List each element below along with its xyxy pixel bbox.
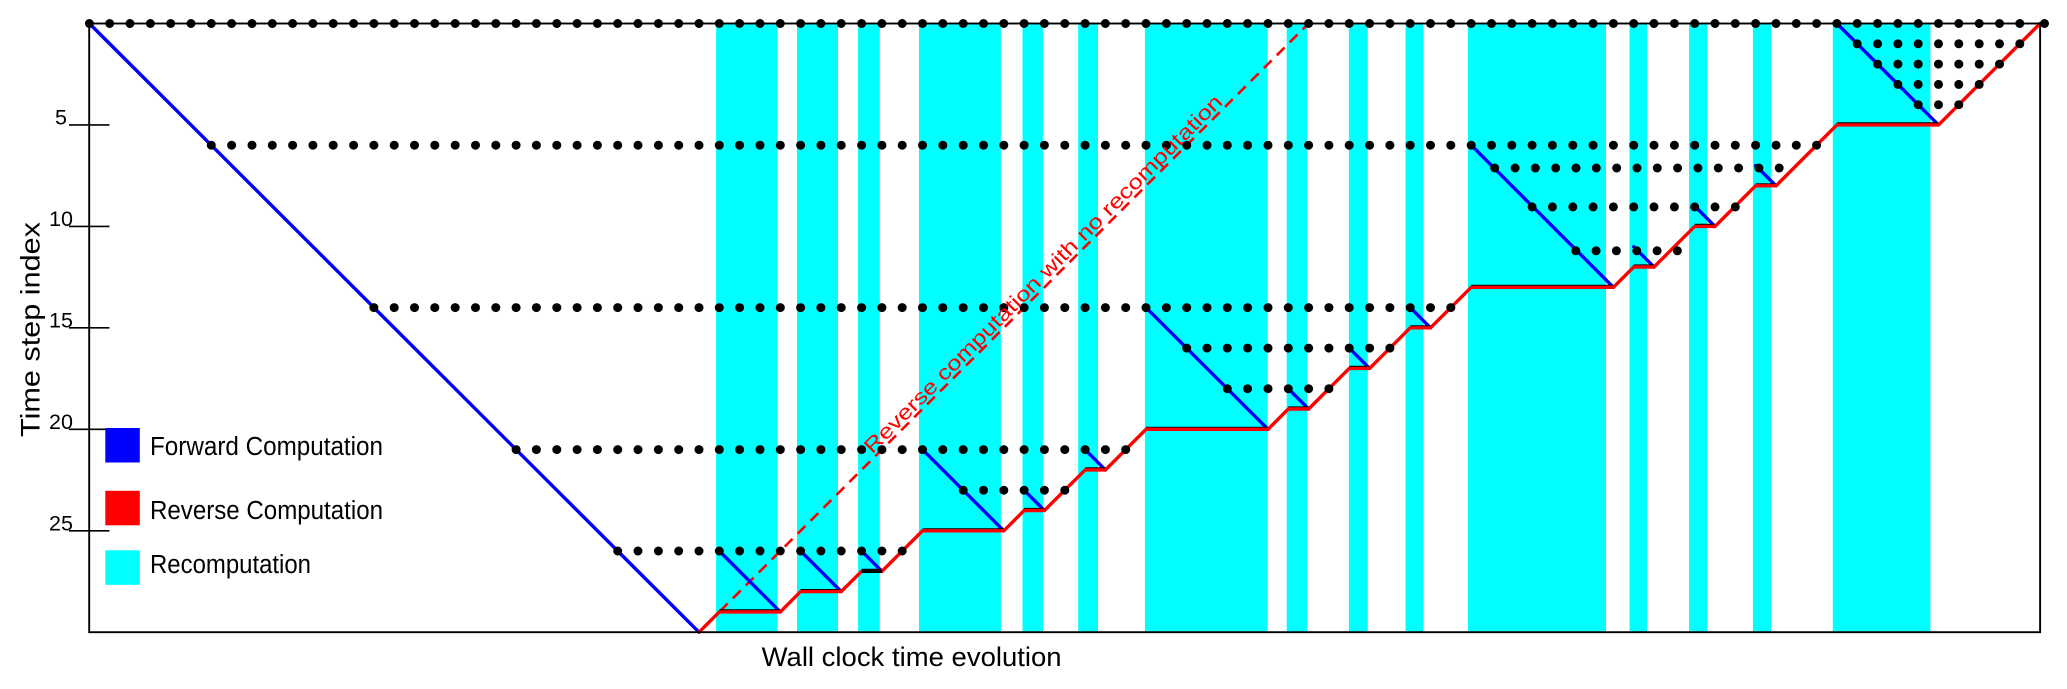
svg-text:25: 25 — [49, 511, 73, 535]
svg-text:10: 10 — [49, 207, 73, 231]
svg-text:Recomputation: Recomputation — [150, 551, 311, 579]
svg-text:Forward Computation: Forward Computation — [150, 433, 383, 461]
svg-text:15: 15 — [49, 308, 73, 332]
svg-text:5: 5 — [55, 105, 67, 129]
svg-text:20: 20 — [49, 410, 73, 434]
svg-text:Reverse Computation: Reverse Computation — [150, 497, 383, 525]
svg-text:Wall clock time evolution: Wall clock time evolution — [762, 642, 1062, 672]
svg-text:Time step index: Time step index — [16, 222, 46, 437]
